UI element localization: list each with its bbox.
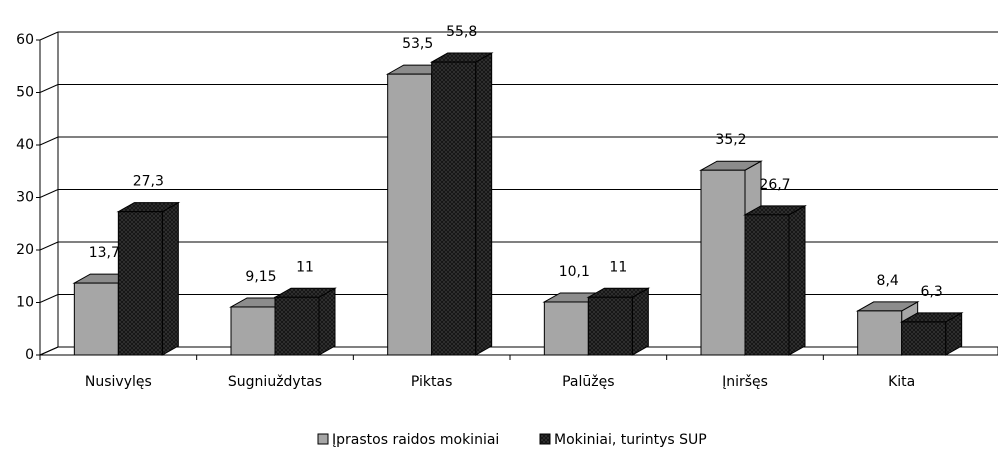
bar xyxy=(744,214,790,356)
bar xyxy=(73,282,119,356)
bar-side xyxy=(475,52,493,356)
bar xyxy=(387,73,433,356)
bar-side xyxy=(161,201,179,356)
y-tick-label: 30 xyxy=(16,190,34,206)
bar xyxy=(857,310,903,356)
grid-line xyxy=(39,31,59,41)
x-tick-label: Įniršęs xyxy=(722,374,768,390)
bar xyxy=(700,169,746,356)
grid-line xyxy=(39,241,59,251)
grid-line xyxy=(39,294,59,303)
y-tick-label: 50 xyxy=(16,85,34,101)
floor xyxy=(39,346,998,356)
value-label: 9,15 xyxy=(245,269,276,285)
legend-swatch xyxy=(317,433,329,445)
value-label: 55,8 xyxy=(446,24,477,40)
value-label: 8,4 xyxy=(877,273,899,289)
value-label: 10,1 xyxy=(559,264,590,280)
x-tick-label: Sugniuždytas xyxy=(228,374,322,390)
y-tick-label: 40 xyxy=(16,137,34,153)
bar-side xyxy=(788,204,806,356)
legend-label: Mokiniai, turintys SUP xyxy=(554,432,707,448)
x-tick-label: Kita xyxy=(888,374,915,390)
y-tick-label: 10 xyxy=(16,295,34,311)
bar-side xyxy=(318,287,336,356)
bar xyxy=(543,301,589,356)
grid-line xyxy=(39,136,59,146)
legend-label: Įprastos raidos mokiniai xyxy=(332,432,499,448)
x-tick-label: Piktas xyxy=(411,374,453,390)
bar xyxy=(587,296,633,356)
y-tick-label: 20 xyxy=(16,242,34,258)
grid-line xyxy=(39,84,59,93)
value-label: 11 xyxy=(296,259,314,275)
grid-line xyxy=(39,189,59,198)
value-label: 11 xyxy=(609,259,627,275)
bar xyxy=(274,296,320,356)
bar xyxy=(431,61,477,356)
grid-line xyxy=(39,346,59,356)
value-label: 13,7 xyxy=(89,245,120,261)
y-tick-label: 0 xyxy=(25,347,34,363)
value-label: 6,3 xyxy=(921,284,943,300)
bar xyxy=(901,321,947,356)
value-label: 27,3 xyxy=(133,174,164,190)
value-label: 35,2 xyxy=(715,132,746,148)
value-label: 53,5 xyxy=(402,36,433,52)
x-tick-label: Nusivylęs xyxy=(85,374,152,390)
y-tick-label: 60 xyxy=(16,32,34,48)
bar xyxy=(230,306,276,356)
legend-swatch xyxy=(539,433,551,445)
value-label: 26,7 xyxy=(759,177,790,193)
bar xyxy=(117,211,163,356)
x-tick-label: Palūžęs xyxy=(562,374,614,390)
bar-side xyxy=(631,287,649,356)
